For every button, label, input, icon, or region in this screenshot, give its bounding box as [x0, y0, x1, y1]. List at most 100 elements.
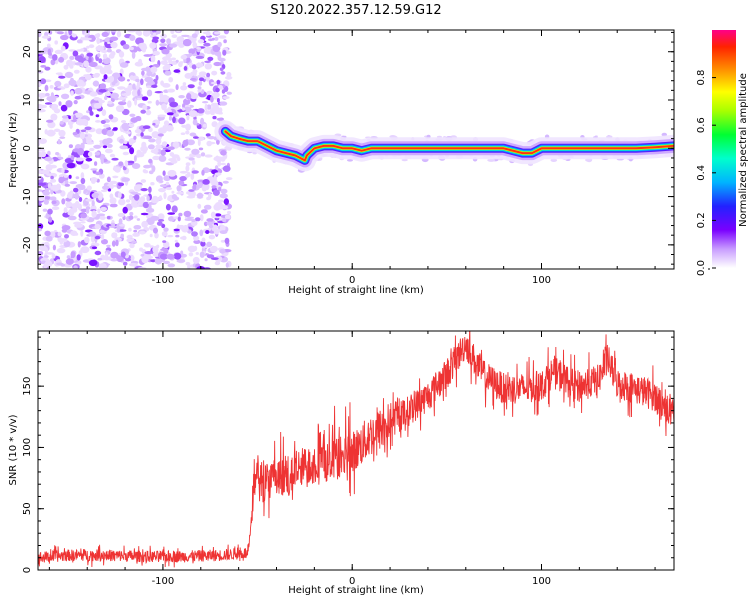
noise-speckle	[49, 196, 57, 201]
noise-speckle	[129, 147, 135, 155]
noise-speckle	[191, 170, 199, 174]
noise-speckle	[106, 176, 111, 183]
noise-speckle	[47, 150, 51, 156]
noise-speckle	[176, 30, 181, 33]
snr-y-tick-label: 50	[22, 502, 33, 515]
noise-speckle	[48, 96, 57, 103]
noise-speckle	[177, 216, 181, 222]
noise-speckle	[224, 214, 231, 220]
noise-speckle	[69, 123, 73, 129]
noise-speckle	[176, 185, 181, 192]
noise-speckle	[220, 150, 227, 156]
noise-speckle	[178, 42, 185, 48]
noise-speckle	[152, 32, 157, 38]
noise-speckle	[110, 30, 117, 33]
noise-speckle	[70, 251, 76, 259]
noise-speckle	[101, 31, 109, 37]
noise-speckle	[61, 167, 65, 174]
noise-speckle	[106, 244, 111, 248]
noise-speckle	[82, 137, 87, 145]
noise-speckle	[136, 218, 141, 221]
noise-speckle	[203, 42, 211, 47]
noise-speckle	[88, 259, 98, 267]
noise-speckle	[117, 212, 125, 218]
noise-speckle	[117, 191, 122, 199]
noise-speckle	[42, 208, 48, 212]
noise-speckle	[165, 125, 174, 132]
noise-speckle	[51, 103, 58, 111]
noise-speckle	[222, 49, 227, 56]
noise-speckle	[206, 90, 213, 94]
noise-speckle	[160, 33, 167, 39]
noise-speckle	[99, 215, 106, 220]
noise-speckle	[218, 186, 222, 192]
noise-speckle	[94, 250, 102, 256]
noise-speckle	[125, 131, 131, 135]
noise-speckle	[47, 183, 52, 188]
noise-speckle	[185, 130, 190, 135]
noise-speckle	[180, 250, 184, 256]
noise-speckle	[198, 147, 204, 151]
noise-speckle	[110, 258, 118, 262]
noise-speckle	[161, 48, 170, 55]
noise-speckle	[91, 200, 95, 207]
noise-speckle	[50, 179, 57, 183]
noise-speckle	[106, 48, 112, 53]
noise-speckle	[175, 59, 179, 63]
noise-speckle	[206, 241, 212, 248]
noise-speckle	[151, 165, 156, 173]
heatmap-border	[37, 29, 675, 270]
noise-speckle	[125, 257, 131, 262]
noise-speckle	[142, 125, 151, 129]
noise-speckle	[85, 157, 93, 162]
noise-speckle	[88, 61, 98, 68]
noise-speckle	[123, 125, 129, 132]
snr-ticks: -100 0 100 0 50 100 150	[22, 331, 674, 587]
noise-speckle	[122, 261, 128, 266]
colorbar-tick-label: 0.8	[696, 70, 707, 86]
noise-speckle	[128, 215, 134, 220]
noise-speckle	[168, 77, 174, 83]
colorbar-label: Normalized spectral amplitude	[738, 73, 749, 227]
noise-speckle	[178, 95, 185, 99]
noise-speckle	[160, 60, 168, 65]
noise-speckle	[70, 90, 74, 96]
noise-speckle	[195, 153, 202, 159]
noise-speckle	[111, 232, 118, 239]
noise-speckle	[168, 216, 175, 222]
noise-speckle	[156, 30, 161, 35]
noise-speckle	[90, 235, 95, 243]
noise-speckle	[217, 161, 222, 167]
noise-speckle	[138, 58, 143, 64]
noise-speckle	[89, 147, 95, 152]
noise-speckle	[47, 121, 56, 129]
heatmap-y-axis-label: Frequency (Hz)	[8, 112, 19, 188]
noise-speckle	[38, 189, 43, 192]
noise-speckle	[205, 63, 211, 69]
noise-speckle	[212, 189, 220, 196]
noise-speckle	[157, 133, 164, 137]
noise-speckle	[54, 40, 58, 45]
noise-speckle	[112, 175, 119, 179]
noise-speckle	[178, 212, 183, 217]
noise-speckle	[193, 235, 200, 241]
noise-speckle	[160, 80, 165, 86]
heatmap-ridge-layer	[214, 120, 674, 173]
noise-speckle	[212, 104, 219, 111]
noise-speckle	[102, 185, 110, 190]
noise-speckle	[159, 43, 168, 47]
colorbar-tick-label: 0.0	[696, 260, 707, 276]
noise-speckle	[50, 189, 54, 195]
noise-speckle	[50, 113, 58, 121]
noise-speckle	[102, 57, 111, 65]
noise-speckle	[119, 145, 128, 150]
noise-speckle	[157, 114, 166, 118]
noise-speckle	[138, 42, 147, 49]
noise-speckle	[193, 116, 197, 121]
ridge-halo	[487, 158, 496, 162]
snr-y-tick-label: 150	[22, 377, 33, 396]
noise-speckle	[186, 195, 196, 199]
noise-speckle	[38, 182, 47, 186]
noise-speckle	[162, 170, 166, 176]
noise-speckle	[131, 89, 138, 97]
